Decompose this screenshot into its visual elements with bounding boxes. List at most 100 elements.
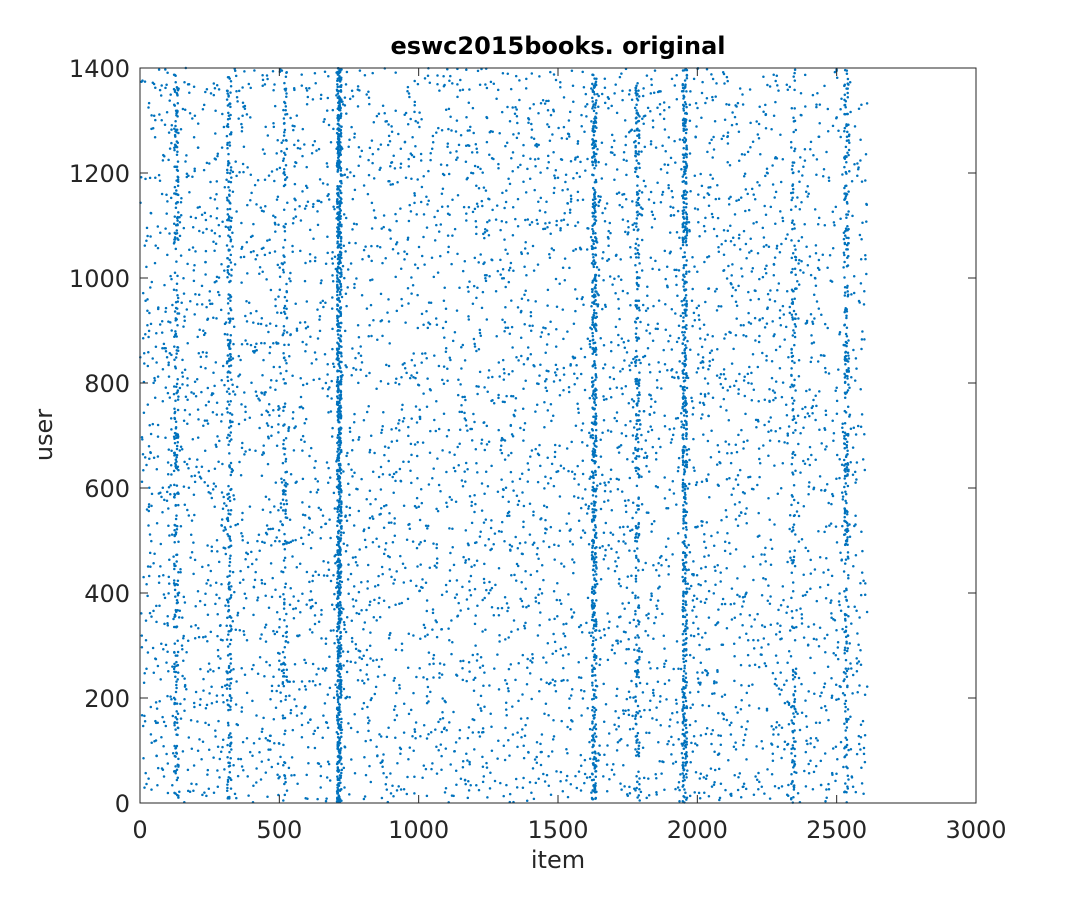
data-point [354, 555, 357, 559]
data-point [623, 499, 627, 503]
data-point [788, 513, 792, 517]
data-point [558, 444, 561, 447]
data-point [300, 712, 303, 715]
data-point [647, 616, 650, 620]
data-point [497, 739, 500, 742]
data-point [204, 721, 207, 725]
data-point [206, 670, 210, 673]
data-point [604, 521, 608, 525]
data-point [159, 94, 163, 97]
data-point [585, 115, 588, 118]
data-point [371, 541, 375, 544]
data-point [398, 746, 402, 750]
data-point [326, 373, 329, 376]
data-point [159, 678, 162, 681]
data-point [203, 449, 207, 453]
data-point [839, 217, 842, 220]
data-point [143, 720, 147, 723]
data-point [475, 659, 479, 662]
data-point [220, 582, 223, 586]
data-point [181, 371, 184, 374]
data-point [166, 200, 169, 203]
data-point [259, 637, 262, 640]
data-point [771, 320, 774, 323]
data-point [842, 266, 845, 269]
data-point [216, 152, 220, 156]
data-point [844, 699, 848, 703]
data-point [793, 675, 797, 679]
data-point [579, 347, 583, 350]
data-point [530, 72, 534, 75]
data-point [860, 103, 863, 107]
data-point [196, 436, 200, 439]
data-point [730, 294, 734, 298]
data-point [675, 97, 679, 101]
data-point [607, 244, 610, 247]
data-point [196, 408, 200, 411]
data-point [165, 111, 169, 114]
data-point [422, 213, 426, 216]
data-point [192, 764, 196, 767]
data-point [712, 682, 716, 685]
data-point [368, 719, 371, 722]
data-point [616, 740, 620, 744]
data-point [837, 368, 840, 371]
data-point [509, 424, 513, 428]
data-point [216, 550, 219, 553]
data-point [797, 514, 801, 518]
data-point [295, 566, 299, 569]
data-point [699, 567, 703, 570]
data-point [719, 580, 722, 583]
data-point [460, 410, 464, 414]
data-point [357, 381, 360, 385]
data-point [319, 536, 322, 540]
data-point [270, 765, 274, 769]
data-point [607, 229, 610, 233]
data-point [546, 226, 549, 229]
data-point [379, 166, 382, 170]
data-point [697, 583, 700, 586]
data-point [390, 440, 394, 443]
data-point [516, 166, 520, 169]
data-point [617, 716, 620, 720]
data-point [443, 286, 446, 290]
data-point [618, 75, 622, 79]
data-point [220, 413, 224, 416]
data-point [588, 477, 591, 481]
data-point [584, 503, 588, 506]
data-point [487, 440, 491, 444]
data-point [690, 741, 693, 745]
data-point [196, 335, 199, 339]
data-point [741, 275, 744, 278]
data-point [568, 529, 571, 532]
data-point [213, 87, 217, 90]
data-point [211, 410, 215, 414]
data-point [770, 725, 773, 728]
data-point [862, 746, 866, 750]
data-point [390, 130, 394, 133]
data-point [379, 320, 382, 323]
data-point [529, 455, 532, 458]
data-point [667, 679, 671, 682]
data-point [317, 667, 320, 671]
data-point [708, 351, 712, 355]
data-point [738, 87, 742, 90]
data-point [299, 376, 302, 380]
data-point [797, 262, 800, 265]
data-point [150, 788, 153, 791]
data-point [362, 654, 365, 657]
data-point [360, 657, 364, 661]
data-point [845, 649, 849, 653]
data-point [301, 190, 304, 193]
data-point [529, 329, 533, 333]
data-point [224, 604, 227, 607]
data-point [574, 309, 577, 313]
data-point [201, 565, 204, 569]
data-point [649, 405, 653, 409]
data-point [823, 426, 826, 430]
data-point [555, 328, 558, 331]
data-point [352, 366, 355, 370]
data-point [220, 491, 224, 494]
data-point [840, 463, 844, 467]
data-point [697, 314, 701, 317]
